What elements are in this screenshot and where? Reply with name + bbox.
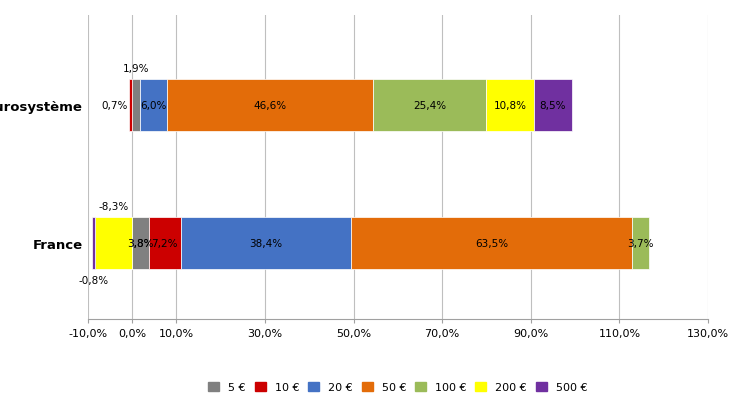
Text: 7,2%: 7,2% <box>151 238 178 248</box>
Text: 63,5%: 63,5% <box>475 238 508 248</box>
Bar <box>128 80 132 132</box>
Text: 6,0%: 6,0% <box>140 101 167 111</box>
Bar <box>140 80 167 132</box>
Text: 25,4%: 25,4% <box>413 101 446 111</box>
Text: 0,7%: 0,7% <box>101 101 128 111</box>
Text: 38,4%: 38,4% <box>249 238 283 248</box>
Bar <box>167 80 374 132</box>
Legend: 5 €, 10 €, 20 €, 50 €, 100 €, 200 €, 500 €: 5 €, 10 €, 20 €, 50 €, 100 €, 200 €, 500… <box>208 382 588 392</box>
Bar <box>534 80 572 132</box>
Bar <box>181 217 351 270</box>
Text: 46,6%: 46,6% <box>253 101 287 111</box>
Text: 3,8%: 3,8% <box>127 238 153 248</box>
Bar <box>632 217 649 270</box>
Bar <box>95 217 132 270</box>
Text: 10,8%: 10,8% <box>493 101 526 111</box>
Bar <box>132 217 149 270</box>
Bar <box>374 80 486 132</box>
Text: -8,3%: -8,3% <box>99 202 128 212</box>
Text: 3,7%: 3,7% <box>627 238 654 248</box>
Bar <box>351 217 632 270</box>
Bar <box>132 80 140 132</box>
Text: 8,5%: 8,5% <box>539 101 566 111</box>
Text: -0,8%: -0,8% <box>78 275 109 285</box>
Text: 3,8%: 3,8% <box>127 238 153 248</box>
Bar <box>149 217 180 270</box>
Bar <box>91 217 95 270</box>
Bar <box>486 80 534 132</box>
Text: 1,9%: 1,9% <box>123 64 150 74</box>
